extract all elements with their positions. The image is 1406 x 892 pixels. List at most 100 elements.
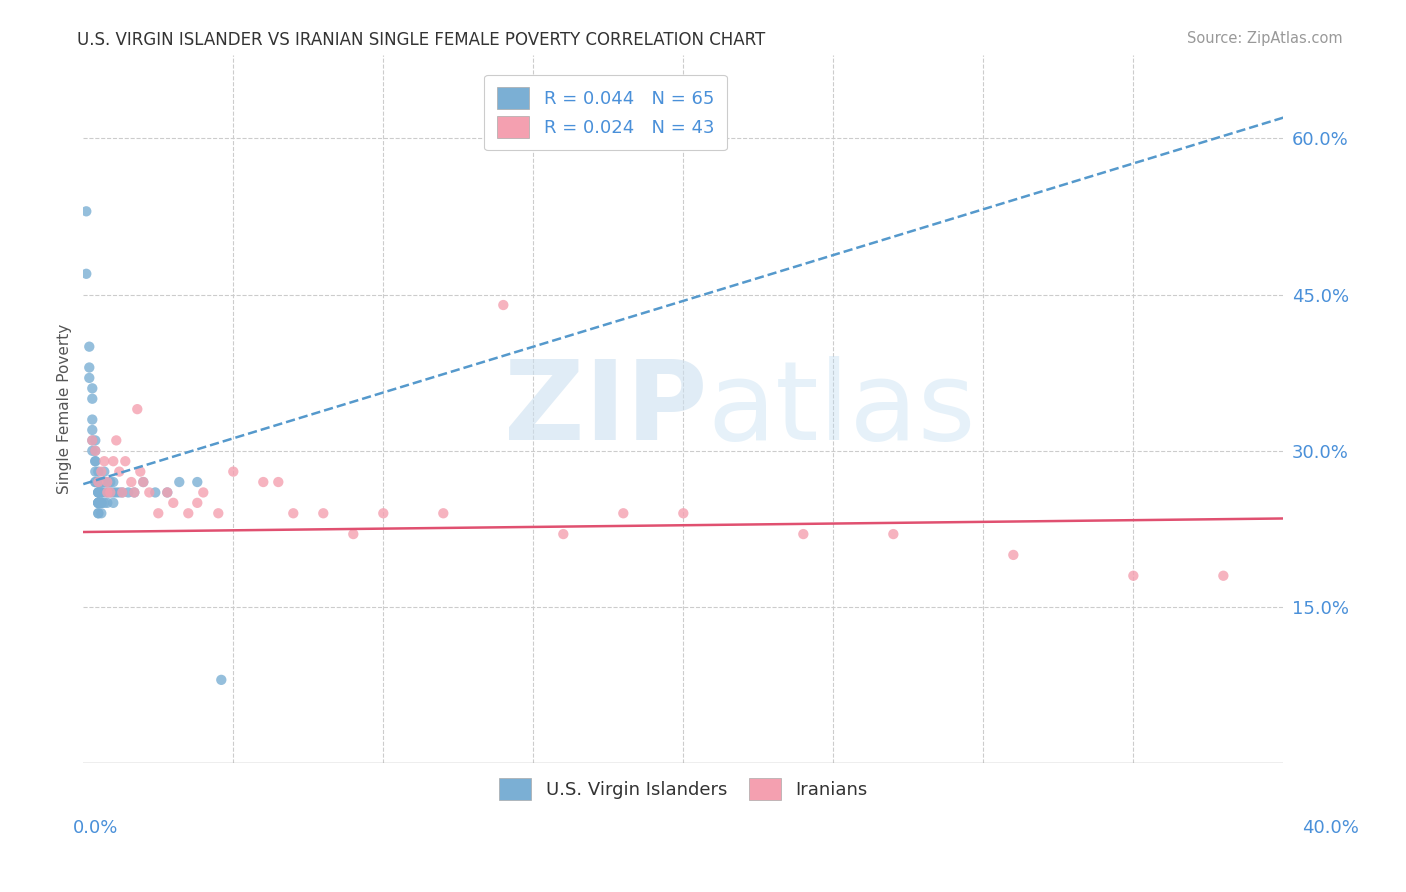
Point [96,485,118,500]
Point [222,465,245,479]
Point [79,360,101,375]
Point [143,485,166,500]
Text: ZIP: ZIP [503,356,707,463]
Point [87,475,110,489]
Point [87,465,110,479]
Point [87,485,110,500]
Point [156,485,179,500]
Point [87,475,110,489]
Point [207,506,229,520]
Point [98,475,121,489]
Text: Source: ZipAtlas.com: Source: ZipAtlas.com [1187,31,1343,46]
Point [111,485,134,500]
Legend: U.S. Virgin Islanders, Iranians: U.S. Virgin Islanders, Iranians [492,771,875,807]
Point [432,506,454,520]
Point [162,496,184,510]
Point [84,454,107,468]
Point [84,454,107,468]
Point [108,465,131,479]
Point [87,506,110,520]
Point [96,485,118,500]
Point [84,434,107,448]
Point [79,340,101,354]
Point [87,475,110,489]
Point [132,475,155,489]
Point [79,371,101,385]
Point [90,496,112,510]
Point [82,412,104,426]
Point [90,496,112,510]
Point [103,485,125,500]
Point [252,475,274,489]
Point [553,527,575,541]
Point [96,475,118,489]
Point [1002,548,1025,562]
Point [87,496,110,510]
Point [93,485,115,500]
Point [87,485,110,500]
Point [87,485,110,500]
Point [87,475,110,489]
Point [90,506,112,520]
Point [87,496,110,510]
Point [84,475,107,489]
Point [93,496,115,510]
Point [93,475,115,489]
Point [117,485,139,500]
Point [103,496,125,510]
Text: 0.0%: 0.0% [73,819,118,837]
Point [193,485,215,500]
Point [156,485,179,500]
Point [84,465,107,479]
Point [267,475,290,489]
Point [342,527,364,541]
Point [114,454,136,468]
Point [87,485,110,500]
Point [373,506,395,520]
Text: atlas: atlas [707,356,976,463]
Point [75,267,97,281]
Point [103,475,125,489]
Point [1122,568,1144,582]
Point [82,423,104,437]
Point [90,485,112,500]
Point [90,485,112,500]
Point [84,443,107,458]
Point [90,496,112,510]
Point [612,506,634,520]
Point [124,485,146,500]
Point [492,298,515,312]
Point [124,485,146,500]
Point [87,496,110,510]
Point [84,443,107,458]
Point [90,485,112,500]
Point [672,506,695,520]
Point [186,475,208,489]
Point [108,485,131,500]
Point [82,434,104,448]
Text: U.S. VIRGIN ISLANDER VS IRANIAN SINGLE FEMALE POVERTY CORRELATION CHART: U.S. VIRGIN ISLANDER VS IRANIAN SINGLE F… [77,31,766,49]
Point [138,485,160,500]
Point [90,475,112,489]
Point [186,496,208,510]
Point [177,506,200,520]
Point [792,527,814,541]
Text: 40.0%: 40.0% [1302,819,1358,837]
Point [103,454,125,468]
Point [82,443,104,458]
Point [105,485,128,500]
Point [882,527,904,541]
Point [105,434,128,448]
Point [209,673,232,687]
Point [132,475,155,489]
Point [96,475,118,489]
Point [90,465,112,479]
Point [75,204,97,219]
Point [84,475,107,489]
Point [82,392,104,406]
Point [93,454,115,468]
Point [98,485,121,500]
Point [111,485,134,500]
Point [93,475,115,489]
Point [127,402,149,417]
